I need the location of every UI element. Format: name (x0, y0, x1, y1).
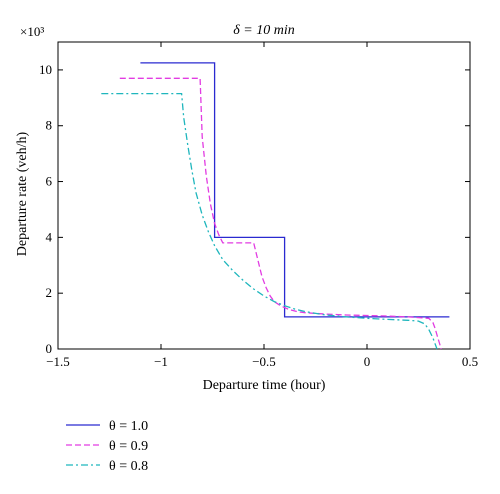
y-tick-label: 0 (46, 341, 53, 356)
series-line-1 (140, 62, 450, 318)
legend-label-1: θ = 1.0 (109, 419, 148, 434)
x-axis-label: Departure time (hour) (203, 378, 326, 393)
legend: θ = 1.0 θ = 0.9 θ = 0.8 (66, 419, 148, 474)
plot-frame (57, 41, 471, 350)
y-tick-label: 8 (46, 118, 53, 133)
x-tick-label: 0.5 (462, 354, 478, 369)
plot-area: −1.5 −1 −0.5 0 0.5 0 2 4 6 8 10 (39, 41, 478, 369)
series-line-3 (101, 92, 438, 350)
legend-label-3: θ = 0.8 (109, 459, 148, 474)
series-line-2 (119, 77, 442, 350)
y-axis-label: Departure rate (veh/h) (15, 131, 30, 256)
x-tick-label: 0 (364, 354, 371, 369)
x-tick-label: −1 (154, 354, 168, 369)
chart-title: δ = 10 min (233, 23, 294, 38)
y-tick-label: 10 (39, 62, 52, 77)
y-tick-label: 4 (46, 229, 53, 244)
legend-label-2: θ = 0.9 (109, 439, 148, 454)
x-tick-label: −0.5 (252, 354, 276, 369)
x-tick-label: −1.5 (46, 354, 70, 369)
y-tick-label: 2 (46, 285, 53, 300)
y-axis-multiplier: ×10³ (20, 24, 44, 39)
y-tick-label: 6 (46, 174, 53, 189)
